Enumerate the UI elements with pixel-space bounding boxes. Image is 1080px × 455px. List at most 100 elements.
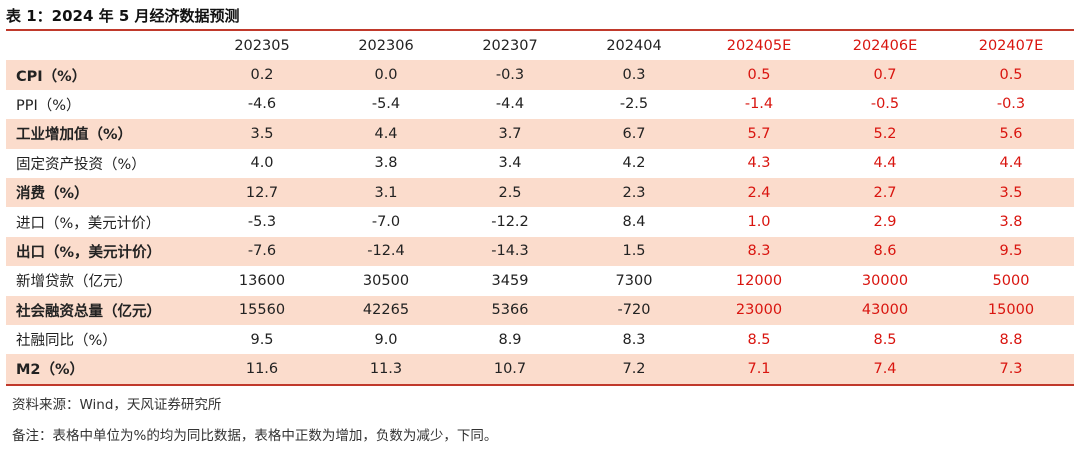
- table-cell: 12.7: [200, 177, 324, 208]
- table-cell: 3.8: [374, 155, 398, 172]
- table-cell: 0.5: [696, 60, 822, 90]
- table-cell: -5.4: [371, 96, 401, 113]
- table-cell: 30500: [362, 272, 410, 289]
- table-cell: -7.6: [200, 236, 324, 267]
- table-cell: 10.7: [448, 354, 572, 384]
- table-cell: 13600: [238, 272, 286, 289]
- table-cell: 23000: [696, 295, 822, 325]
- table-cell: 12000: [735, 272, 783, 289]
- row-label: CPI（%）: [6, 60, 200, 90]
- row-label: 进口（%，美元计价）: [16, 215, 161, 232]
- column-header: 202305: [234, 37, 290, 54]
- table-cell: -1.4: [744, 96, 774, 113]
- table-cell: 15000: [948, 295, 1074, 325]
- header-cell-label: [6, 31, 200, 60]
- table-cell: 7.3: [948, 354, 1074, 384]
- table-cell: 9.5: [250, 331, 274, 348]
- table-cell: -4.6: [247, 96, 277, 113]
- table-cell: 11.6: [200, 354, 324, 384]
- table-cell: 2.9: [873, 214, 897, 231]
- table-cell: 9.0: [374, 331, 398, 348]
- table-row: 工业增加值（%） 3.5 4.4 3.7 6.7 5.7 5.2 5.6: [6, 119, 1074, 149]
- row-label: 新增贷款（亿元）: [16, 274, 132, 291]
- table-row: 消费（%） 12.7 3.1 2.5 2.3 2.4 2.7 3.5: [6, 177, 1074, 208]
- bottom-rule: [6, 384, 1074, 386]
- table-cell: 4.0: [250, 155, 274, 172]
- table-title: 表 1：2024 年 5 月经济数据预测: [6, 7, 240, 25]
- table-cell: 8.6: [822, 236, 948, 267]
- table-cell: 7.1: [696, 354, 822, 384]
- table-cell: 15560: [200, 295, 324, 325]
- table-cell: 5.6: [948, 119, 1074, 149]
- table-cell: 0.2: [200, 60, 324, 90]
- table-row: 社会融资总量（亿元） 15560 42265 5366 -720 23000 43000 15…: [6, 295, 1074, 325]
- table-cell: 3.5: [948, 177, 1074, 208]
- row-label: 社会融资总量（亿元）: [6, 295, 200, 325]
- remark-note: 备注：表格中单位为%的均为同比数据，表格中正数为增加，负数为减少，下同。: [12, 428, 498, 444]
- table-cell: 0.3: [572, 60, 696, 90]
- table-cell: -720: [572, 295, 696, 325]
- row-label: 工业增加值（%）: [6, 119, 200, 149]
- table-cell: -14.3: [448, 236, 572, 267]
- row-label: 消费（%）: [6, 177, 200, 208]
- table-cell: 0.7: [822, 60, 948, 90]
- table-cell: 7.4: [822, 354, 948, 384]
- column-header: 202405E: [726, 37, 792, 54]
- table-cell: 5.2: [822, 119, 948, 149]
- table-cell: 3.4: [498, 155, 522, 172]
- table-cell: 2.3: [572, 177, 696, 208]
- table-row: 固定资产投资（%） 4.0 3.8 3.4 4.2 4.3 4.4 4.4: [6, 149, 1074, 178]
- table-cell: 4.4: [324, 119, 448, 149]
- table-row: 社融同比（%） 9.5 9.0 8.9 8.3 8.5 8.5 8.8: [6, 325, 1074, 354]
- table-cell: 5000: [992, 272, 1030, 289]
- row-label: 社融同比（%）: [16, 333, 117, 350]
- table-cell: 8.3: [696, 236, 822, 267]
- table-cell: 8.9: [498, 331, 522, 348]
- table-cell: 3459: [491, 272, 529, 289]
- table-cell: -7.0: [371, 214, 401, 231]
- table-cell: 8.4: [622, 214, 646, 231]
- table-row: 新增贷款（亿元） 13600 30500 3459 7300 12000 30000 5000: [6, 266, 1074, 295]
- table-cell: -5.3: [247, 214, 277, 231]
- table-row: 进口（%，美元计价） -5.3 -7.0 -12.2 8.4 1.0 2.9 3.8: [6, 207, 1074, 236]
- table-row: 出口（%，美元计价） -7.6 -12.4 -14.3 1.5 8.3 8.6 9.5: [6, 236, 1074, 267]
- table-cell: 8.8: [999, 331, 1023, 348]
- table-cell: 8.5: [747, 331, 771, 348]
- table-cell: 2.5: [448, 177, 572, 208]
- table-row: CPI（%） 0.2 0.0 -0.3 0.3 0.5 0.7 0.5: [6, 60, 1074, 90]
- table-cell: 2.7: [822, 177, 948, 208]
- table-cell: 3.5: [200, 119, 324, 149]
- table-cell: 1.0: [747, 214, 771, 231]
- table-cell: 3.1: [324, 177, 448, 208]
- table-cell: 3.7: [448, 119, 572, 149]
- table-cell: 43000: [822, 295, 948, 325]
- table-cell: 0.5: [948, 60, 1074, 90]
- table-cell: 11.3: [324, 354, 448, 384]
- table-cell: 0.0: [324, 60, 448, 90]
- table-cell: 7300: [615, 272, 653, 289]
- table-cell: 2.4: [696, 177, 822, 208]
- row-label: M2（%）: [6, 354, 200, 384]
- table-cell: 5366: [448, 295, 572, 325]
- table-cell: 9.5: [948, 236, 1074, 267]
- table-cell: 4.4: [999, 155, 1023, 172]
- table-cell: 4.3: [747, 155, 771, 172]
- table-cell: 7.2: [572, 354, 696, 384]
- table-cell: 3.8: [999, 214, 1023, 231]
- top-rule: [6, 29, 1074, 31]
- table-cell: -0.5: [870, 96, 900, 113]
- table-cell: 8.3: [622, 331, 646, 348]
- table-row: M2（%） 11.6 11.3 10.7 7.2 7.1 7.4 7.3: [6, 354, 1074, 384]
- row-label: PPI（%）: [16, 97, 81, 114]
- source-note: 资料来源：Wind，天风证券研究所: [12, 397, 222, 413]
- table-cell: 1.5: [572, 236, 696, 267]
- row-label: 出口（%，美元计价）: [6, 236, 200, 267]
- table-cell: 30000: [861, 272, 909, 289]
- table-cell: -12.2: [491, 214, 529, 231]
- column-header: 202404: [606, 37, 662, 54]
- forecast-table: 202305 202306 202307 202404 202405E 202406E 20…: [6, 31, 1074, 384]
- column-header: 202407E: [978, 37, 1044, 54]
- table-cell: 42265: [324, 295, 448, 325]
- table-cell: 4.4: [873, 155, 897, 172]
- table-cell: -12.4: [324, 236, 448, 267]
